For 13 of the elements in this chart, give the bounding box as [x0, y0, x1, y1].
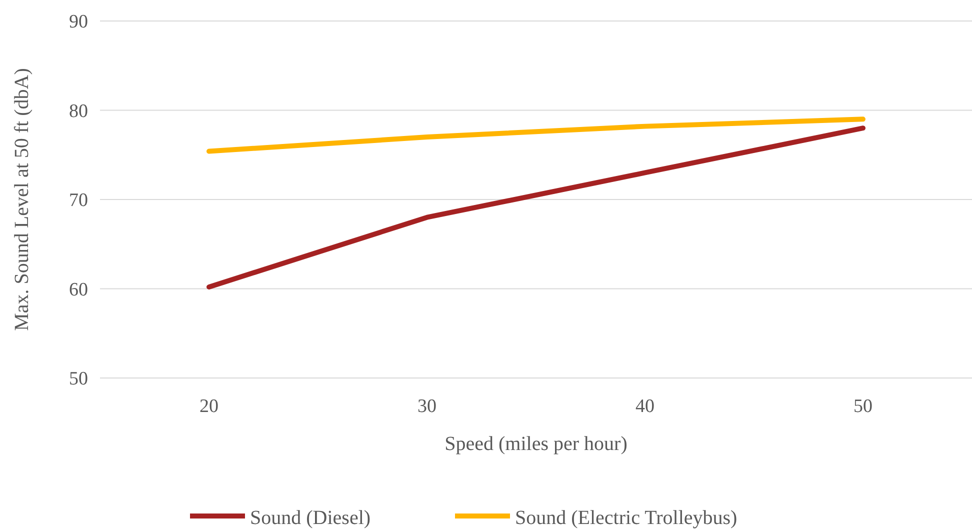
x-tick-label: 20: [200, 396, 218, 417]
y-tick-label: 90: [69, 12, 88, 33]
x-tick-label: 30: [418, 396, 436, 417]
legend-label: Sound (Diesel): [250, 507, 371, 529]
x-axis-title: Speed (miles per hour): [444, 433, 628, 455]
x-tick-label: 50: [854, 396, 872, 417]
legend-label: Sound (Electric Trolleybus): [515, 507, 738, 529]
y-tick-label: 80: [69, 100, 88, 122]
y-tick-label: 50: [69, 368, 88, 390]
x-tick-label: 40: [636, 396, 654, 417]
y-tick-label: 70: [69, 190, 88, 212]
y-axis-title: Max. Sound Level at 50 ft (dbA): [11, 68, 33, 331]
y-tick-label: 60: [69, 279, 88, 300]
